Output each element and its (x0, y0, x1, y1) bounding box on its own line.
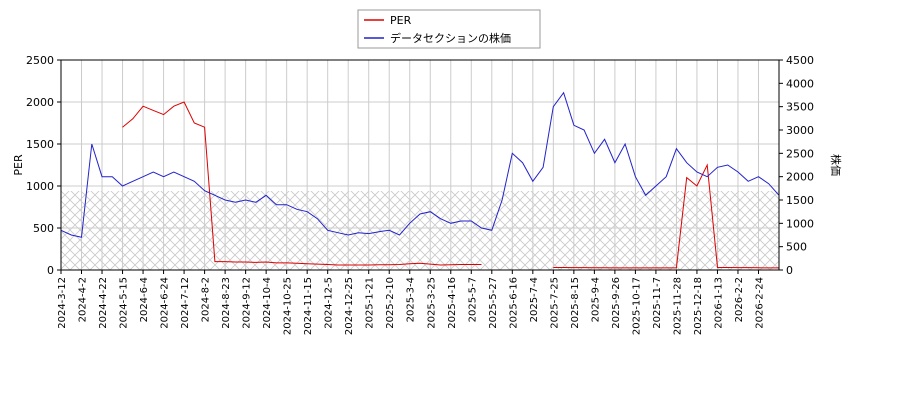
y-tick-label: 500 (33, 222, 54, 235)
y-axis-label: PER (12, 154, 25, 176)
y-tick-label: 2500 (26, 54, 54, 67)
x-tick-label: 2024-8-2 (201, 277, 212, 322)
x-tick-label: 2024-6-4 (139, 277, 150, 322)
y2-tick-label: 500 (786, 241, 807, 254)
y-tick-label: 1000 (26, 180, 54, 193)
y2-axis-label: 株価 (829, 154, 843, 176)
x-tick-label: 2024-9-12 (242, 277, 253, 329)
y2-tick-label: 1000 (786, 217, 814, 230)
x-tick-label: 2026-2-24 (754, 277, 765, 329)
legend-label: PER (390, 14, 412, 27)
x-tick-label: 2026-1-13 (713, 277, 724, 329)
x-tick-label: 2025-7-4 (529, 277, 540, 322)
x-tick-label: 2025-5-27 (488, 277, 499, 329)
x-tick-label: 2025-6-16 (508, 277, 519, 329)
x-tick-label: 2025-3-4 (406, 277, 417, 322)
x-tick-label: 2025-4-16 (447, 277, 458, 329)
y2-tick-label: 4000 (786, 77, 814, 90)
x-tick-label: 2025-3-25 (426, 277, 437, 329)
x-tick-label: 2024-4-2 (78, 277, 89, 322)
series-line (60, 91, 780, 238)
y2-tick-label: 4500 (786, 54, 814, 67)
x-tick-label: 2025-9-26 (611, 277, 622, 329)
x-tick-label: 2025-11-28 (672, 277, 683, 335)
y2-tick-label: 0 (786, 264, 793, 277)
x-tick-label: 2024-11-15 (303, 277, 314, 335)
x-tick-label: 2024-5-15 (119, 277, 130, 329)
legend-box (357, 9, 541, 49)
x-tick-label: 2026-2-2 (734, 277, 745, 322)
x-tick-label: 2025-7-25 (549, 277, 560, 329)
x-tick-label: 2025-5-7 (467, 277, 478, 322)
x-tick-label: 2025-2-10 (385, 277, 396, 329)
y-tick-label: 0 (47, 264, 54, 277)
x-tick-label: 2025-1-21 (365, 277, 376, 329)
x-tick-label: 2024-8-23 (221, 277, 232, 329)
x-tick-label: 2025-8-15 (570, 277, 581, 329)
x-tick-label: 2025-12-18 (693, 277, 704, 335)
shaded-band (61, 191, 779, 270)
x-tick-label: 2024-3-12 (57, 277, 68, 329)
x-tick-label: 2025-9-4 (590, 277, 601, 322)
x-tick-label: 2024-10-25 (283, 277, 294, 335)
y2-tick-label: 1500 (786, 194, 814, 207)
y2-tick-label: 2000 (786, 171, 814, 184)
plot-frame (60, 59, 780, 271)
y2-tick-label: 3000 (786, 124, 814, 137)
x-tick-label: 2025-10-17 (631, 277, 642, 335)
x-tick-label: 2024-4-22 (98, 277, 109, 329)
y-tick-label: 2000 (26, 96, 54, 109)
legend-label: データセクションの株価 (390, 31, 511, 45)
x-tick-label: 2024-10-4 (262, 277, 273, 329)
y2-tick-label: 2500 (786, 147, 814, 160)
y-tick-label: 1500 (26, 138, 54, 151)
x-tick-label: 2024-6-24 (160, 277, 171, 329)
x-tick-label: 2024-12-25 (344, 277, 355, 335)
x-tick-label: 2024-12-5 (324, 277, 335, 329)
x-tick-label: 2024-7-12 (180, 277, 191, 329)
series-line (122, 101, 779, 269)
y2-tick-label: 3500 (786, 101, 814, 114)
x-tick-label: 2025-11-7 (652, 277, 663, 329)
